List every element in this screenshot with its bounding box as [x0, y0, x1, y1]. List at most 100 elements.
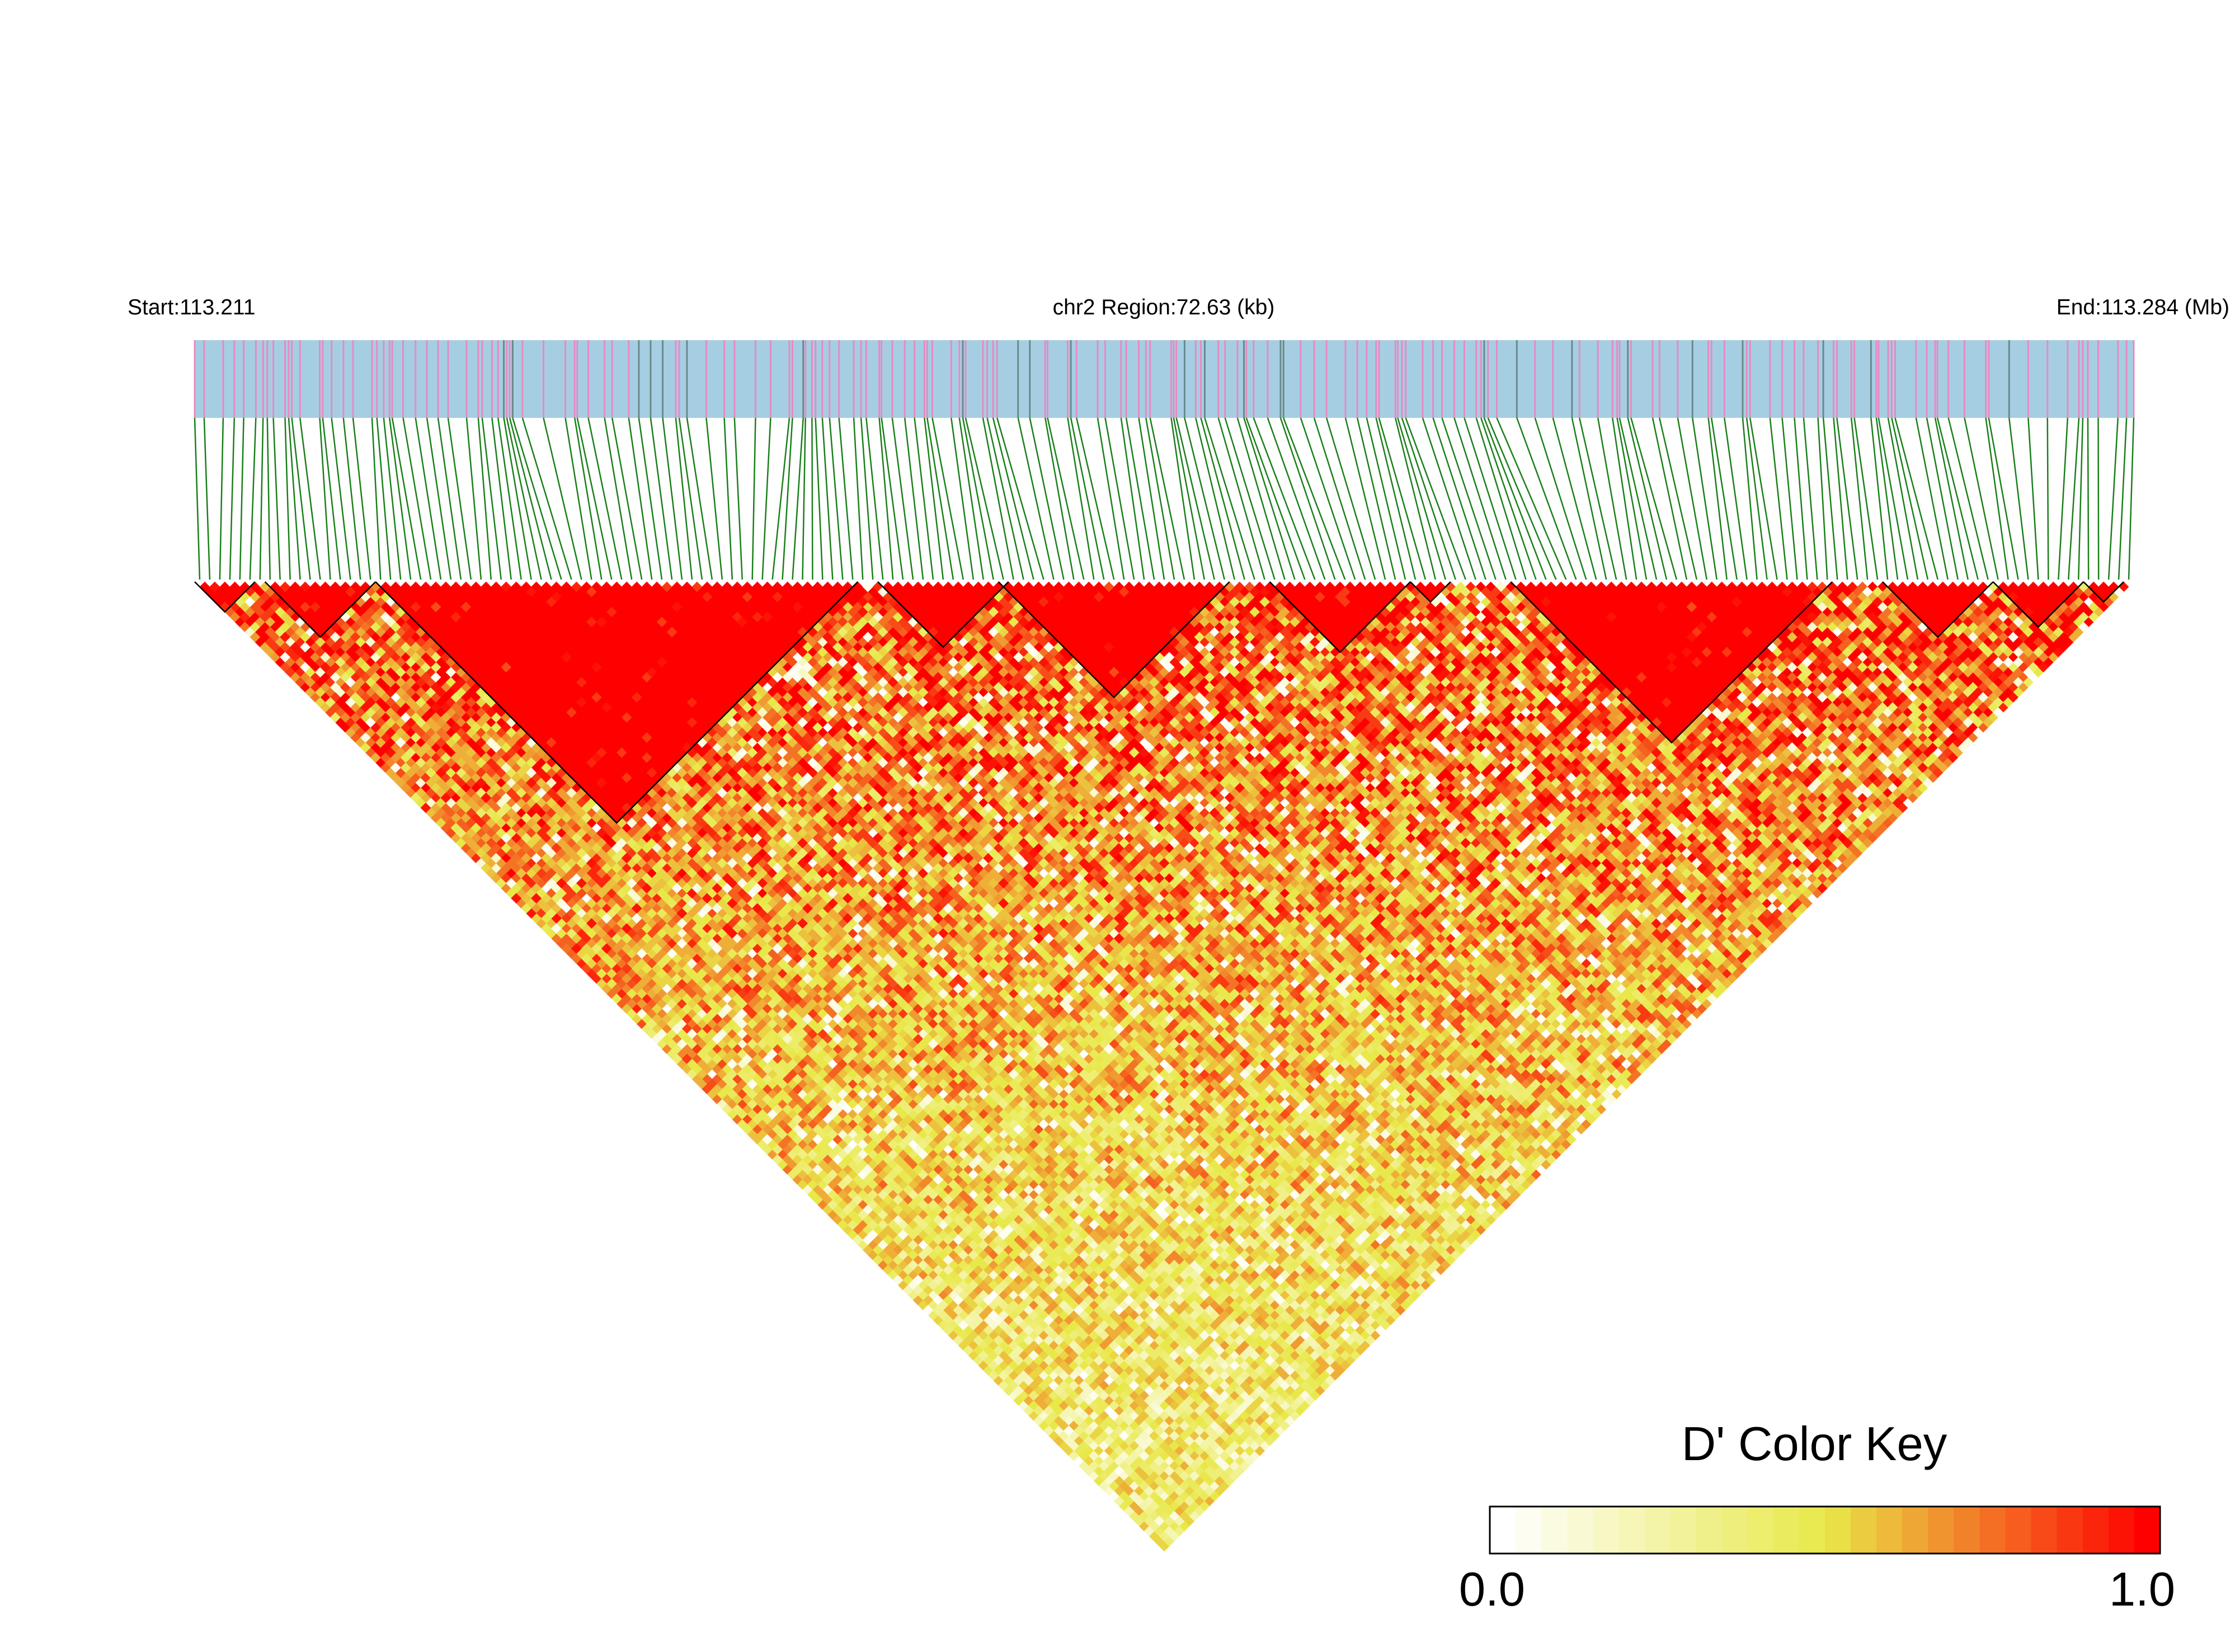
snp-connector [576, 417, 613, 580]
snp-connector [1300, 417, 1356, 580]
snp-connector [865, 417, 884, 580]
haplotype-block-outline [1882, 581, 1994, 638]
snp-connector [1394, 417, 1437, 580]
haplotype-block-outline [1269, 581, 1411, 653]
snp-connector-lines [194, 417, 2135, 580]
color-key-segment [1928, 1507, 1955, 1554]
snp-connector [678, 417, 703, 580]
snp-connector [319, 417, 331, 580]
snp-connector [322, 417, 341, 580]
color-key-segment [2082, 1507, 2109, 1554]
color-key-segment [2005, 1507, 2032, 1554]
snp-connector [662, 417, 683, 580]
snp-connector [1029, 417, 1065, 580]
snp-connector [1618, 417, 1658, 580]
snp-connector [1749, 417, 1778, 580]
snp-connector [1378, 417, 1427, 580]
snp-connector [477, 417, 492, 580]
snp-connector [1651, 417, 1688, 580]
snp-connector [1070, 417, 1105, 580]
snp-connector [1803, 417, 1818, 580]
snp-connector [1630, 417, 1678, 580]
snp-connector [761, 417, 771, 580]
snp-connector [1516, 417, 1577, 580]
snp-position-track [194, 340, 2135, 418]
snp-connector [1552, 417, 1597, 580]
snp-connector [371, 417, 382, 580]
snp-connector [1401, 417, 1456, 580]
snp-connector [1934, 417, 1969, 580]
snp-connector [1769, 417, 1788, 580]
color-key-segment [2031, 1507, 2058, 1554]
snp-connector [1170, 417, 1196, 580]
snp-connector [503, 417, 532, 580]
color-key-segment [1773, 1507, 1800, 1554]
snp-connector [521, 417, 572, 580]
snp-connector [1397, 417, 1447, 580]
snp-connector [996, 417, 1044, 580]
snp-connector [881, 417, 904, 580]
snp-connector [1076, 417, 1115, 580]
snp-connector [611, 417, 643, 580]
snp-connector [792, 417, 804, 580]
color-key: D' Color Key 0.0 1.0 [1459, 1418, 2175, 1616]
color-key-max-label: 1.0 [2109, 1563, 2175, 1616]
color-key-segment [1618, 1507, 1645, 1554]
snp-connector [1464, 417, 1517, 580]
snp-connector [266, 417, 271, 580]
snp-connector [299, 417, 321, 580]
haplotype-block-outline [264, 581, 377, 638]
haplotype-block-outline [1410, 581, 1451, 603]
snp-connector [2118, 417, 2128, 580]
snp-connector [1253, 417, 1316, 580]
color-key-segment [1799, 1507, 1825, 1554]
snp-connector [733, 417, 743, 580]
snp-connector [2027, 417, 2039, 580]
region-size-label: chr2 Region:72.63 (kb) [1053, 295, 1275, 319]
snp-connector [352, 417, 371, 580]
snp-connector [904, 417, 924, 580]
snp-connector [288, 417, 301, 580]
color-key-segment [1593, 1507, 1620, 1554]
snp-connector [1836, 417, 1858, 580]
snp-connector [604, 417, 633, 580]
snp-connector [1125, 417, 1155, 580]
color-key-segment [1721, 1507, 1748, 1554]
snp-connector [1483, 417, 1547, 580]
color-key-segment [1747, 1507, 1774, 1554]
snp-connector [771, 417, 791, 580]
snp-connector [686, 417, 713, 580]
snp-connector [1283, 417, 1346, 580]
snp-connector [1707, 417, 1728, 580]
snp-connector [447, 417, 472, 580]
snp-connector [509, 417, 552, 580]
snp-connector [1794, 417, 1808, 580]
color-key-segment [1696, 1507, 1723, 1554]
snp-connector [1044, 417, 1075, 580]
region-start-label: Start:113.211 [128, 295, 255, 319]
snp-connector [628, 417, 653, 580]
snp-connector [2097, 417, 2100, 580]
snp-connector [1745, 417, 1768, 580]
snp-connector [259, 417, 264, 580]
color-key-segment [2057, 1507, 2083, 1554]
color-key-segment [1670, 1507, 1697, 1554]
snp-connector [1267, 417, 1326, 580]
snp-connector [1853, 417, 1879, 580]
snp-connector [1104, 417, 1135, 580]
snp-connector [705, 417, 723, 580]
snp-connector [249, 417, 257, 580]
snp-connector [1710, 417, 1738, 580]
snp-connector [1217, 417, 1265, 580]
snp-connector [1145, 417, 1175, 580]
snp-connector [573, 417, 603, 580]
snp-connector [1833, 417, 1848, 580]
snp-connector [1344, 417, 1386, 580]
snp-connector [650, 417, 673, 580]
color-key-segment [2108, 1507, 2135, 1554]
snp-track-background [195, 340, 2134, 418]
snp-connector [821, 417, 834, 580]
snp-connector [291, 417, 311, 580]
snp-connector [1964, 417, 1999, 580]
snp-connector [1475, 417, 1527, 580]
